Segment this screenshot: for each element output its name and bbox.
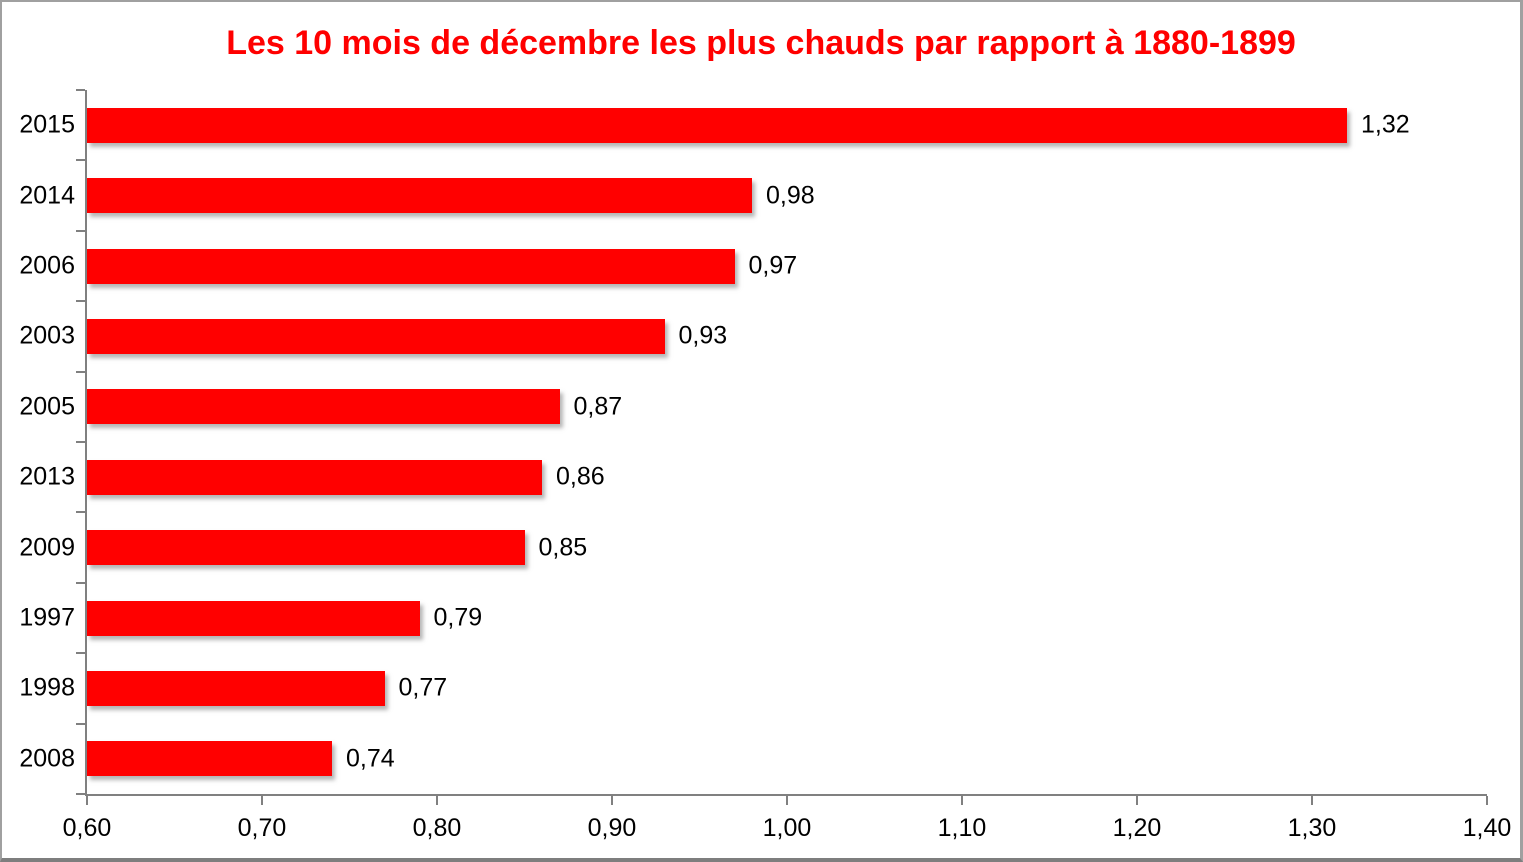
bar-value-label: 0,85: [538, 533, 588, 562]
x-tick-label: 0,60: [62, 814, 112, 842]
category-axis-tick: [76, 441, 85, 443]
category-label: 2013: [19, 462, 75, 491]
x-tick-label: 1,10: [937, 814, 987, 842]
bar: [87, 318, 665, 354]
value-axis-tick: [786, 796, 788, 805]
category-axis-tick: [76, 300, 85, 303]
category-label: 1998: [19, 673, 75, 702]
category-label: 2009: [19, 533, 75, 562]
value-axis-tick: [1486, 796, 1488, 805]
category-axis-tick: [76, 652, 85, 655]
x-tick-label: 0,70: [237, 814, 287, 842]
category-label: 1997: [19, 603, 75, 632]
bar: [87, 530, 525, 566]
category-axis-tick: [76, 793, 85, 795]
value-axis-tick: [261, 796, 263, 805]
value-axis-line: [85, 794, 1487, 796]
x-tick-label: 1,40: [1462, 814, 1512, 842]
bar-value-label: 0,93: [678, 321, 728, 350]
category-label: 2005: [19, 392, 75, 421]
value-axis-tick: [1311, 796, 1313, 805]
category-label: 2015: [19, 110, 75, 139]
category-axis-tick: [76, 159, 85, 162]
bar-value-label: 0,87: [573, 392, 623, 421]
bar-value-label: 0,77: [398, 673, 448, 702]
category-axis-tick: [76, 89, 85, 91]
bar: [87, 178, 752, 214]
value-axis-tick: [436, 796, 438, 805]
bar: [87, 459, 542, 495]
bar: [87, 741, 332, 777]
category-label: 2006: [19, 251, 75, 280]
x-tick-label: 0,90: [587, 814, 637, 842]
value-axis-tick: [611, 796, 613, 805]
category-label: 2014: [19, 181, 75, 210]
value-axis-tick: [1136, 796, 1138, 805]
x-tick-label: 1,30: [1287, 814, 1337, 842]
chart-title: Les 10 mois de décembre les plus chauds …: [226, 24, 1296, 62]
x-tick-label: 1,20: [1112, 814, 1162, 842]
bar-value-label: 0,97: [748, 251, 798, 280]
bar-value-label: 0,86: [556, 462, 605, 491]
bar-value-label: 1,32: [1361, 110, 1410, 139]
category-label: 2008: [19, 744, 75, 773]
value-axis-tick: [86, 796, 88, 805]
bar: [87, 670, 385, 706]
category-axis-tick: [76, 229, 85, 232]
bar-value-label: 0,79: [433, 603, 483, 632]
bar: [87, 600, 420, 636]
x-tick-label: 1,00: [762, 814, 812, 842]
category-axis-tick: [76, 511, 85, 514]
category-label: 2003: [19, 321, 75, 350]
category-axis-line: [85, 90, 87, 794]
category-axis-tick: [76, 370, 85, 373]
bar: [87, 107, 1347, 143]
category-axis-tick: [76, 581, 85, 584]
bar-value-label: 0,98: [766, 181, 815, 210]
bar: [87, 389, 560, 425]
value-axis-tick: [961, 796, 963, 805]
category-axis-tick: [76, 722, 85, 725]
bar-value-label: 0,74: [346, 744, 395, 773]
bar: [87, 248, 735, 284]
x-tick-label: 0,80: [412, 814, 462, 842]
